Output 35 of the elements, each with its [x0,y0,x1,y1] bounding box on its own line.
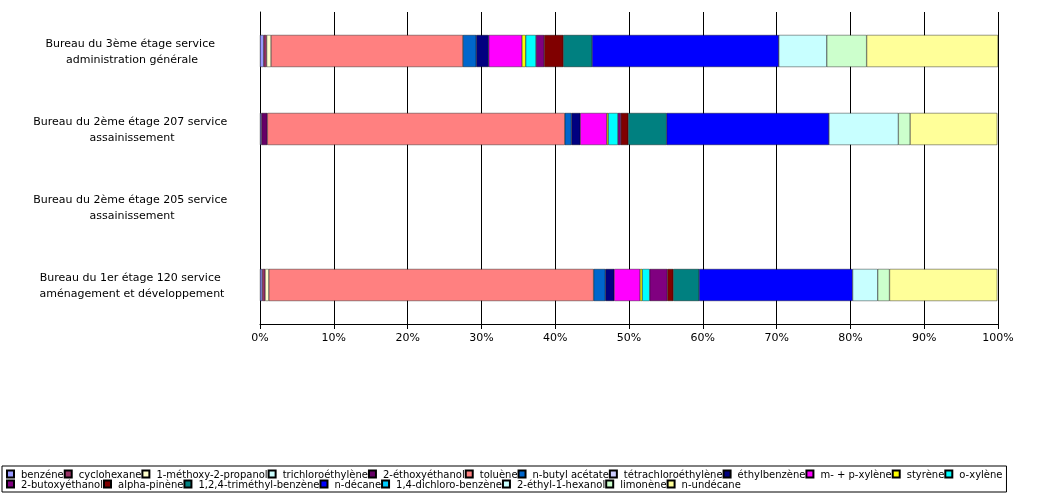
y-tick-label: Bureau du 2ème étage 207 service assainissement [33,114,231,144]
legend-label: o-xylène [959,468,1003,480]
legend-label: 1,4-dichloro-benzène [396,478,502,490]
x-tick-label: 30% [469,331,494,344]
x-tick-label: 100% [982,331,1014,344]
legend-label: benzéne [21,468,64,480]
legend-label: cyclohexane [78,468,142,480]
legend-label: n-undécane [681,478,741,490]
x-tick-label: 10% [321,331,347,344]
legend-label: 1,2,4-triméthyl-benzène [198,478,320,490]
y-tick-label: Bureau du 3ème étage service administration générale [45,36,219,66]
y-tick-label: Bureau du 2ème étage 205 service assainissement [33,192,231,222]
legend-label: toluène [479,468,518,480]
x-tick-label: 80% [838,331,863,344]
legend-label: tétrachloroéthylène [623,468,723,480]
legend-label: limonène [620,478,667,490]
legend-label: 2-éthyl-1-hexanol [516,478,606,490]
x-tick-label: 50% [616,331,642,344]
legend-label: alpha-pinène [118,478,184,490]
y-tick-label: Bureau du 1er étage 120 service aménagement et développement [39,270,226,300]
legend-label: styrène [906,468,945,480]
x-tick-label: 90% [911,331,937,344]
legend-label: éthylbenzène [737,468,806,480]
x-tick-label: 70% [764,331,789,344]
x-tick-label: 0% [251,331,269,344]
legend-label: trichloroéthylène [282,468,368,480]
legend-label: 2-butoxyéthanol [21,478,103,490]
legend-label: 2-éthoxyéthanol [382,468,465,480]
x-tick-label: 60% [690,331,716,344]
legend-label: 1-méthoxy-2-propanol [156,468,268,480]
x-tick-label: 40% [542,331,568,344]
legend-label: m- + p-xylène [820,468,892,480]
legend-label: n-décane [334,478,382,490]
x-tick-label: 20% [395,331,420,344]
legend-label: n-butyl acétate [532,468,609,480]
